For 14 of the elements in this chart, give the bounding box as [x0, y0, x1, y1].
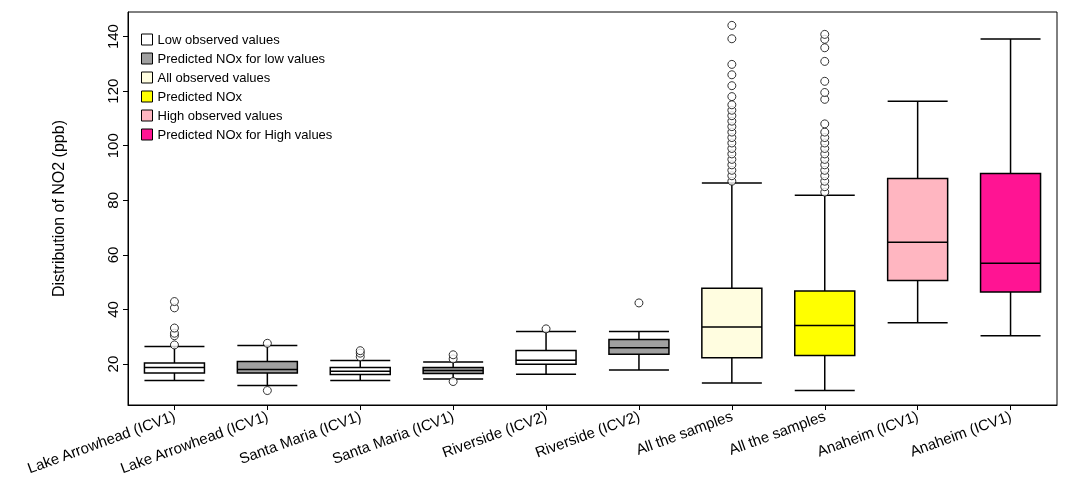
y-tick-label: 140 — [104, 24, 121, 50]
y-tick-label: 20 — [104, 355, 121, 373]
legend-label: Predicted NOx — [157, 89, 243, 104]
legend-label: Low observed values — [157, 32, 281, 47]
y-tick-label: 80 — [104, 191, 121, 209]
legend-label: Predicted NOx for High values — [157, 127, 333, 142]
legend-label: High observed values — [157, 108, 284, 123]
y-tick-label: 100 — [104, 133, 121, 159]
y-tick-label: 60 — [104, 246, 121, 264]
y-tick-label: 40 — [104, 301, 121, 318]
y-tick-label: 120 — [104, 78, 121, 104]
legend-label: Predicted NOx for low values — [157, 51, 326, 66]
legend-label: All observed values — [157, 70, 271, 85]
y-axis-title: Distribution of NO2 (ppb) — [49, 120, 67, 297]
